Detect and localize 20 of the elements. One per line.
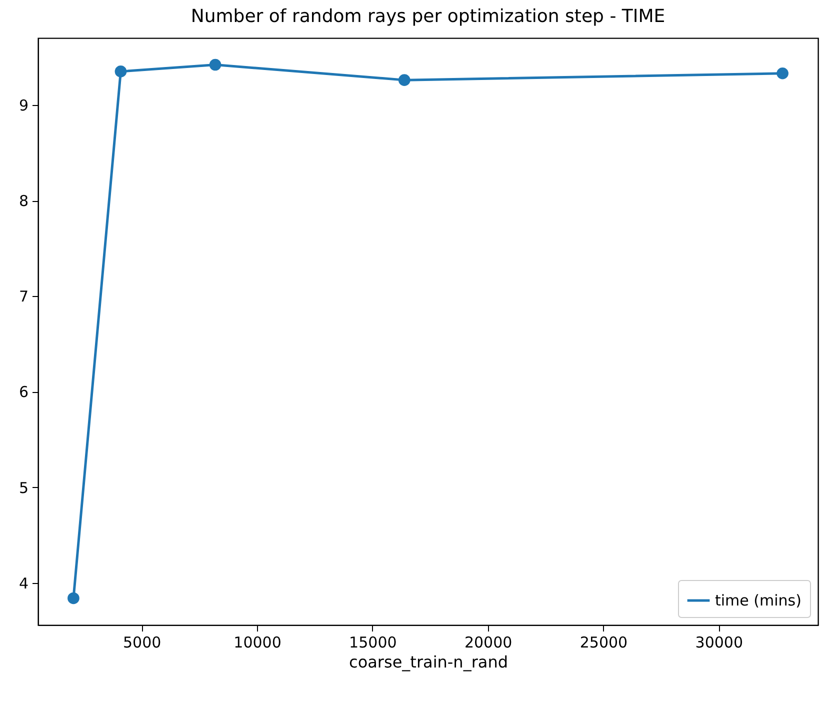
- chart-title: Number of random rays per optimization step - TIME: [190, 6, 666, 27]
- x-tick-label: 20000: [464, 634, 512, 652]
- point: [398, 74, 410, 86]
- x-tick-label: 5000: [123, 634, 162, 652]
- point: [209, 58, 222, 71]
- x-tick-label: 10000: [234, 634, 282, 652]
- x-axis-title: coarse_train-n_rand: [349, 652, 508, 672]
- y-tick-label: 9: [18, 96, 28, 114]
- y-tick-label: 6: [18, 383, 28, 402]
- x-tick-label: 30000: [695, 634, 744, 652]
- x-tick-label: 15000: [349, 634, 397, 652]
- point: [776, 67, 788, 80]
- legend-label: time (mins): [715, 592, 802, 610]
- point: [68, 592, 80, 604]
- y-tick-label: 4: [18, 574, 28, 592]
- y-tick-label: 8: [18, 192, 28, 210]
- point: [114, 66, 127, 78]
- y-tick-label: 7: [18, 288, 28, 306]
- x-tick-label: 25000: [580, 634, 628, 652]
- y-tick-label: 5: [18, 478, 28, 497]
